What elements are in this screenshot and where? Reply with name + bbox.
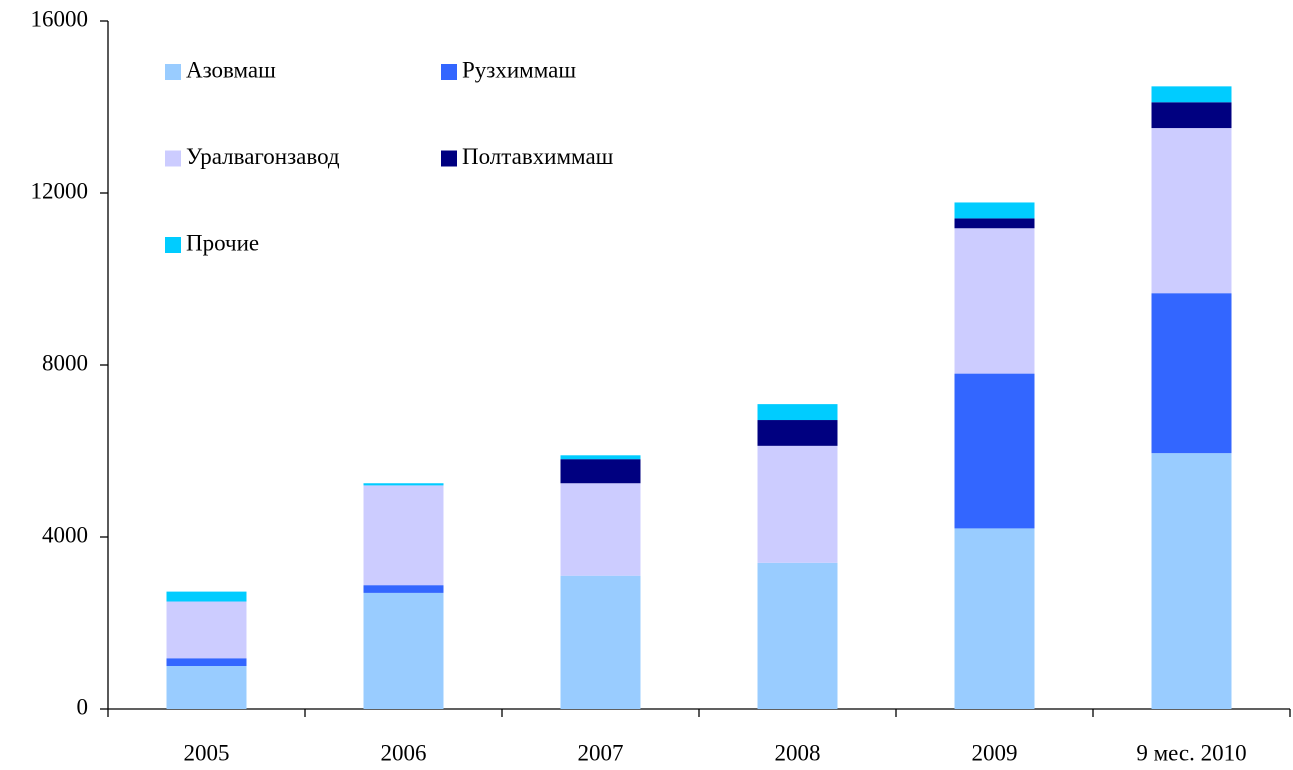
bar-segment	[1151, 102, 1232, 129]
bar-segment	[560, 459, 641, 484]
bar-segment	[757, 445, 838, 563]
bar-segment	[954, 373, 1035, 529]
bar-segment	[954, 228, 1035, 374]
bar-segment	[757, 562, 838, 709]
x-tick-label: 2005	[184, 740, 230, 765]
y-tick-label: 0	[77, 694, 89, 719]
bar-segment	[954, 218, 1035, 229]
bar-segment	[1151, 293, 1232, 454]
bar-segment	[1151, 128, 1232, 294]
bar-segment	[954, 528, 1035, 709]
legend-label: Уралвагонзавод	[186, 144, 340, 169]
legend-swatch	[441, 150, 457, 167]
bar-segment	[363, 592, 444, 709]
bar-segment	[363, 485, 444, 586]
y-tick-label: 16000	[31, 6, 89, 31]
bar-segment	[757, 420, 838, 446]
legend-label: Рузхиммаш	[462, 57, 576, 82]
x-tick-label: 2008	[775, 740, 821, 765]
bar-segment	[363, 585, 444, 593]
x-tick-label: 2007	[578, 740, 624, 765]
y-tick-label: 4000	[42, 522, 88, 547]
x-tick-label: 2009	[972, 740, 1018, 765]
bar-segment	[166, 658, 247, 666]
legend-label: Прочие	[186, 230, 259, 255]
bar-segment	[954, 202, 1035, 219]
legend-swatch	[165, 150, 181, 167]
legend-swatch	[165, 237, 181, 253]
x-tick-label: 2006	[381, 740, 427, 765]
bar-segment	[560, 575, 641, 709]
legend-swatch	[165, 64, 181, 80]
bar-segment	[1151, 453, 1232, 709]
bar-segment	[363, 483, 444, 486]
legend-label: Полтавхиммаш	[462, 144, 614, 169]
bar-segment	[560, 483, 641, 576]
y-tick-label: 12000	[31, 178, 89, 203]
bar-segment	[166, 601, 247, 659]
bar-segment	[166, 591, 247, 602]
bar-segment	[560, 455, 641, 460]
bar-segment	[166, 666, 247, 709]
bar-segment	[757, 404, 838, 421]
x-tick-label: 9 мес. 2010	[1136, 740, 1246, 765]
bar-segment	[1151, 86, 1232, 103]
legend-swatch	[441, 64, 457, 80]
legend-label: Азовмаш	[186, 57, 276, 82]
y-tick-label: 8000	[42, 350, 88, 375]
